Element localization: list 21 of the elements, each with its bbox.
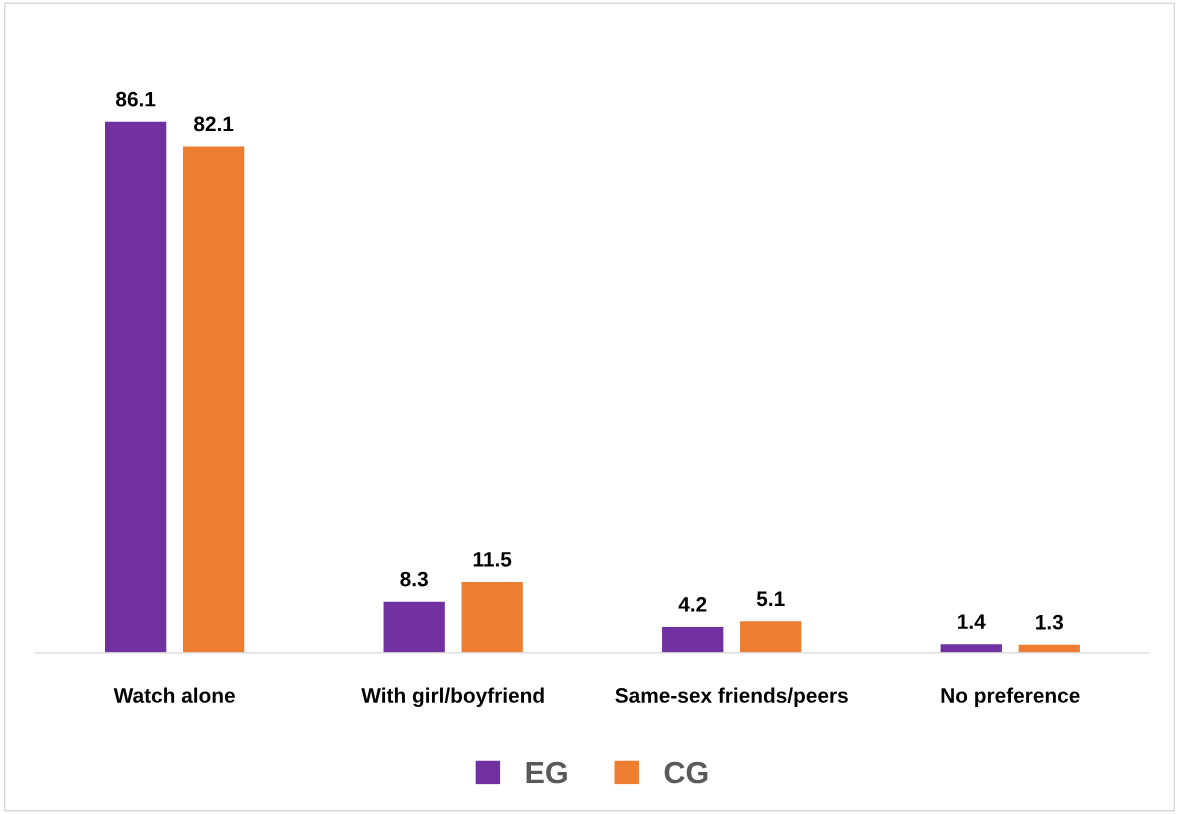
- data-label: 1.4: [958, 614, 986, 629]
- data-label: 8.3: [400, 571, 428, 587]
- data-label: 1.3: [1036, 614, 1063, 630]
- data-label: 11.5: [473, 552, 512, 567]
- bar: [105, 121, 167, 653]
- bar: [461, 581, 523, 653]
- bar: [383, 601, 445, 653]
- data-label: 5.1: [756, 591, 785, 607]
- x-tick-label: Same-sex friends/peers: [615, 687, 848, 707]
- x-tick-label: Watch alone: [113, 687, 235, 703]
- legend-label: EG: [526, 761, 567, 784]
- bar: [740, 621, 802, 653]
- legend-label: CG: [664, 761, 708, 784]
- bar: [662, 626, 724, 653]
- bar: [183, 146, 245, 653]
- x-tick-label: With girl/boyfriend: [361, 687, 544, 708]
- data-label: 82.1: [194, 116, 234, 132]
- data-label: 4.2: [678, 596, 707, 612]
- x-tick-label: No preference: [941, 687, 1080, 707]
- data-label: 86.1: [116, 91, 156, 107]
- bar: [940, 644, 1002, 653]
